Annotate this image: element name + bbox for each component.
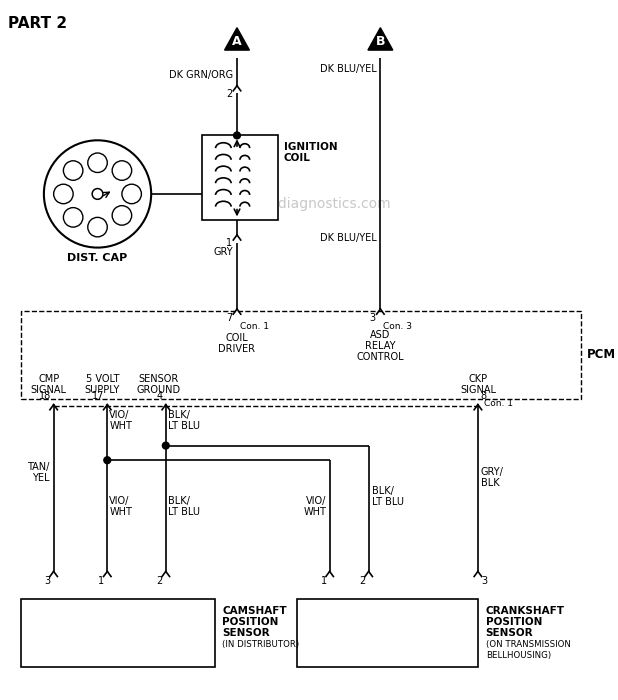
Text: 8: 8 bbox=[481, 391, 487, 401]
Text: BELLHOUSING): BELLHOUSING) bbox=[486, 651, 551, 660]
Bar bbox=[297, 598, 478, 667]
Text: CMP: CMP bbox=[38, 374, 59, 384]
Text: 5: 5 bbox=[94, 222, 101, 232]
Text: 1: 1 bbox=[321, 576, 327, 586]
Text: YEL: YEL bbox=[32, 473, 49, 483]
Text: IGNITION: IGNITION bbox=[284, 142, 337, 152]
Text: Con. 3: Con. 3 bbox=[383, 322, 412, 331]
Text: 8: 8 bbox=[94, 158, 101, 168]
Text: 18: 18 bbox=[38, 391, 51, 401]
Circle shape bbox=[44, 140, 151, 248]
Text: A: A bbox=[232, 35, 242, 48]
Text: RELAY: RELAY bbox=[365, 341, 396, 351]
Text: CKP: CKP bbox=[468, 374, 488, 384]
Text: BLK: BLK bbox=[481, 477, 499, 488]
Text: GRY: GRY bbox=[213, 248, 233, 258]
Circle shape bbox=[54, 184, 73, 204]
Text: WHT: WHT bbox=[304, 507, 327, 517]
Circle shape bbox=[92, 188, 103, 199]
Text: LT BLU: LT BLU bbox=[371, 497, 404, 507]
Text: LT BLU: LT BLU bbox=[167, 507, 200, 517]
Text: Con. 1: Con. 1 bbox=[240, 322, 269, 331]
Text: 1: 1 bbox=[226, 238, 232, 248]
Text: 7: 7 bbox=[70, 212, 77, 223]
Text: VIO/: VIO/ bbox=[109, 496, 130, 506]
Circle shape bbox=[64, 208, 83, 227]
Text: SENSOR: SENSOR bbox=[486, 628, 533, 638]
Text: 4: 4 bbox=[157, 391, 163, 401]
Text: BLK/: BLK/ bbox=[167, 496, 190, 506]
Text: 1: 1 bbox=[70, 165, 77, 176]
Text: easyautodiagnostics.com: easyautodiagnostics.com bbox=[214, 197, 391, 211]
Circle shape bbox=[88, 218, 108, 237]
Circle shape bbox=[88, 153, 108, 172]
Text: DK BLU/YEL: DK BLU/YEL bbox=[320, 64, 376, 74]
Text: 4: 4 bbox=[119, 165, 125, 176]
Text: 2: 2 bbox=[156, 576, 163, 586]
Circle shape bbox=[112, 161, 132, 181]
Text: WHT: WHT bbox=[109, 507, 132, 517]
Bar bbox=[22, 598, 214, 667]
Text: 2: 2 bbox=[226, 90, 232, 99]
Text: SUPPLY: SUPPLY bbox=[85, 385, 120, 395]
Circle shape bbox=[64, 161, 83, 181]
Text: Con. 1: Con. 1 bbox=[484, 399, 513, 408]
Text: (ON TRANSMISSION: (ON TRANSMISSION bbox=[486, 640, 570, 649]
Circle shape bbox=[122, 184, 142, 204]
Text: POSITION: POSITION bbox=[222, 617, 279, 627]
Bar bbox=[202, 135, 278, 220]
Bar bbox=[22, 311, 582, 399]
Text: B: B bbox=[376, 35, 385, 48]
Text: 2: 2 bbox=[60, 189, 67, 199]
Text: 2: 2 bbox=[360, 576, 366, 586]
Text: SENSOR: SENSOR bbox=[139, 374, 179, 384]
Text: CAMSHAFT: CAMSHAFT bbox=[222, 606, 287, 617]
Text: (IN DISTRIBUTOR): (IN DISTRIBUTOR) bbox=[222, 640, 300, 649]
Text: DK BLU/YEL: DK BLU/YEL bbox=[320, 233, 376, 243]
Polygon shape bbox=[368, 28, 393, 50]
Text: 3: 3 bbox=[370, 313, 376, 323]
Text: CRANKSHAFT: CRANKSHAFT bbox=[486, 606, 565, 617]
Text: COIL: COIL bbox=[284, 153, 311, 163]
Text: SENSOR: SENSOR bbox=[222, 628, 270, 638]
Text: BLK/: BLK/ bbox=[167, 410, 190, 420]
Text: VIO/: VIO/ bbox=[307, 496, 327, 506]
Text: PART 2: PART 2 bbox=[8, 16, 67, 31]
Text: 1: 1 bbox=[98, 576, 104, 586]
Text: WHT: WHT bbox=[109, 421, 132, 431]
Text: COIL: COIL bbox=[226, 333, 248, 343]
Text: SIGNAL: SIGNAL bbox=[460, 385, 496, 395]
Circle shape bbox=[234, 132, 240, 139]
Text: GROUND: GROUND bbox=[137, 385, 181, 395]
Polygon shape bbox=[224, 28, 250, 50]
Circle shape bbox=[112, 206, 132, 225]
Text: DIST. CAP: DIST. CAP bbox=[67, 253, 128, 263]
Text: POSITION: POSITION bbox=[486, 617, 542, 627]
Text: DRIVER: DRIVER bbox=[219, 344, 255, 354]
Text: BLK/: BLK/ bbox=[371, 486, 394, 496]
Text: VIO/: VIO/ bbox=[109, 410, 130, 420]
Text: SIGNAL: SIGNAL bbox=[31, 385, 67, 395]
Text: TAN/: TAN/ bbox=[27, 462, 49, 472]
Text: 6: 6 bbox=[119, 211, 125, 220]
Text: LT BLU: LT BLU bbox=[167, 421, 200, 431]
Text: DK GRN/ORG: DK GRN/ORG bbox=[169, 70, 233, 80]
Text: 3: 3 bbox=[481, 576, 487, 586]
Circle shape bbox=[163, 442, 169, 449]
Text: 5 VOLT: 5 VOLT bbox=[86, 374, 119, 384]
Text: 17: 17 bbox=[92, 391, 104, 401]
Text: 3: 3 bbox=[129, 189, 135, 199]
Text: 7: 7 bbox=[226, 313, 232, 323]
Circle shape bbox=[104, 457, 111, 463]
Text: 3: 3 bbox=[44, 576, 51, 586]
Text: ASD: ASD bbox=[370, 330, 391, 340]
Text: GRY/: GRY/ bbox=[481, 467, 504, 477]
Text: PCM: PCM bbox=[587, 349, 616, 361]
Text: CONTROL: CONTROL bbox=[357, 352, 404, 362]
